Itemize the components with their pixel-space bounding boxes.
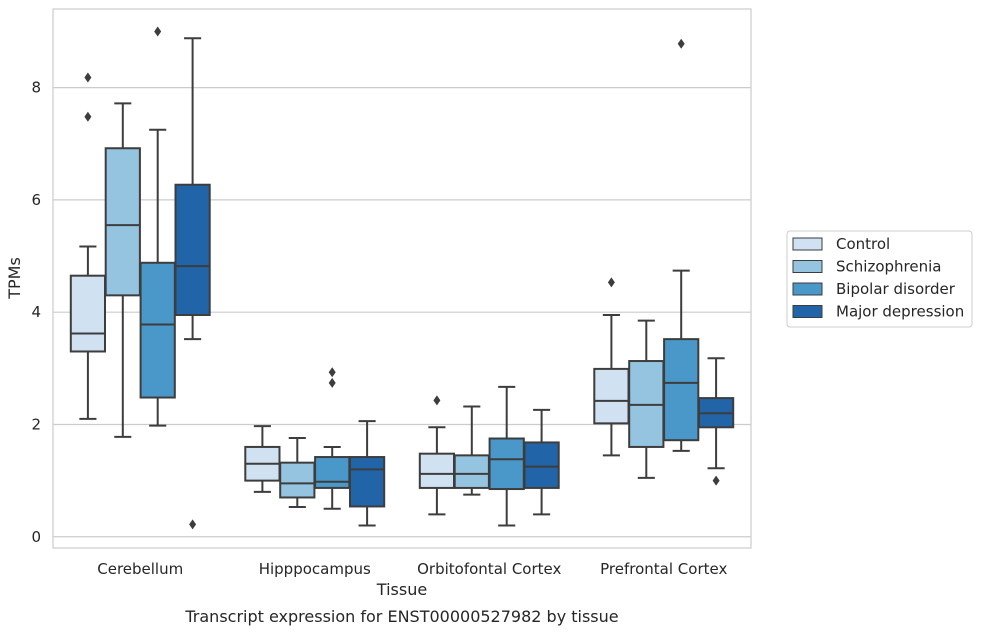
box-body [418,452,456,489]
outlier-point [712,475,720,486]
outlier-point [328,377,336,388]
box-body [174,183,211,316]
box-body [69,274,107,353]
box-body [348,456,386,508]
y-axis-label: TPMs [5,257,24,300]
box-body [593,367,630,425]
box-body [314,456,351,489]
x-tick-label: Orbitofontal Cortex [417,560,561,578]
legend-label: Control [836,235,890,253]
outlier-point [433,395,441,406]
x-tick-label: Cerebellum [97,560,183,578]
x-tick-label: Hipppocampus [259,560,371,578]
x-axis-label: Tissue [376,580,427,599]
legend-label: Schizophrenia [836,258,941,276]
legend-swatch [792,282,823,296]
box-body [523,441,560,489]
y-tick-label: 0 [31,528,41,546]
box-body [453,454,490,489]
x-axis-ticks: Cerebellum Hipppocampus Orbitofontal Corte… [97,560,727,578]
y-tick-label: 8 [31,79,41,97]
legend-label: Major depression [836,303,964,321]
legend: Control Schizophrenia Bipolar disorder Majo… [786,230,973,328]
legend-frame [786,230,973,328]
y-tick-label: 4 [31,303,41,321]
box-body [104,147,141,297]
outlier-point [677,38,685,49]
outlier-point [189,519,197,530]
box-body [139,261,176,399]
legend-swatch [792,237,823,251]
box-body [488,437,525,491]
y-axis-ticks: 0 2 4 6 8 [31,79,41,546]
outlier-point [84,72,92,83]
box-body [279,461,316,499]
box-body [663,338,700,442]
outlier-point [607,277,615,288]
outlier-point [84,111,92,122]
y-tick-label: 2 [31,415,41,433]
legend-swatch [792,260,823,273]
y-tick-label: 6 [31,191,41,209]
x-tick-label: Prefrontal Cortex [600,560,727,578]
legend-label: Bipolar disorder [836,280,956,298]
outlier-point [154,26,162,37]
legend-swatch [792,305,823,318]
outlier-point [328,367,336,378]
chart-caption: Transcript expression for ENST0000052798… [184,607,618,626]
box-series [69,26,735,530]
